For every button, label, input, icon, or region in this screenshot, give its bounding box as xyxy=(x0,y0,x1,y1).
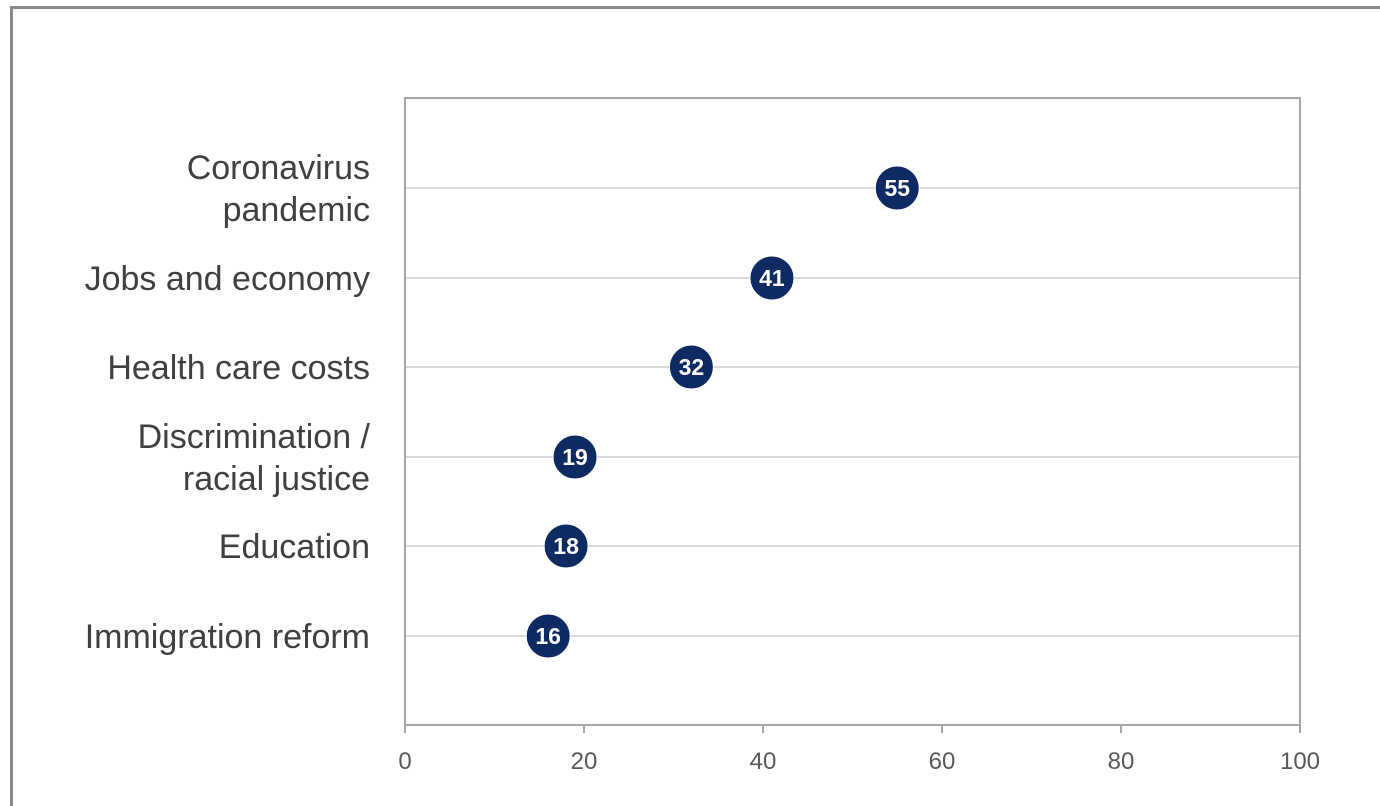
x-tick-label: 60 xyxy=(929,748,956,775)
x-tick-label: 40 xyxy=(750,748,777,775)
data-label: 18 xyxy=(553,533,579,559)
data-point xyxy=(543,523,589,569)
category-label: Jobs and economy xyxy=(85,260,370,298)
data-point xyxy=(874,165,920,211)
chart-frame xyxy=(10,6,1380,806)
x-tick-label: 0 xyxy=(398,748,411,775)
data-point xyxy=(552,434,598,480)
category-label: Education xyxy=(219,528,370,566)
data-label: 16 xyxy=(535,623,561,649)
x-tick-label: 80 xyxy=(1108,748,1135,775)
plot-area-border xyxy=(404,97,1301,726)
category-label: Coronavirus pandemic xyxy=(187,149,370,229)
data-label: 55 xyxy=(884,175,910,201)
category-label: Immigration reform xyxy=(85,618,370,656)
category-label: Discrimination / racial justice xyxy=(138,418,371,498)
data-point xyxy=(749,255,795,301)
x-tick-label: 20 xyxy=(571,748,598,775)
data-point xyxy=(525,613,571,659)
category-label: Health care costs xyxy=(107,349,370,387)
data-label: 41 xyxy=(759,265,785,291)
data-point xyxy=(668,344,714,390)
x-tick-label: 100 xyxy=(1280,748,1320,775)
data-label: 19 xyxy=(562,444,588,470)
data-label: 32 xyxy=(679,354,705,380)
